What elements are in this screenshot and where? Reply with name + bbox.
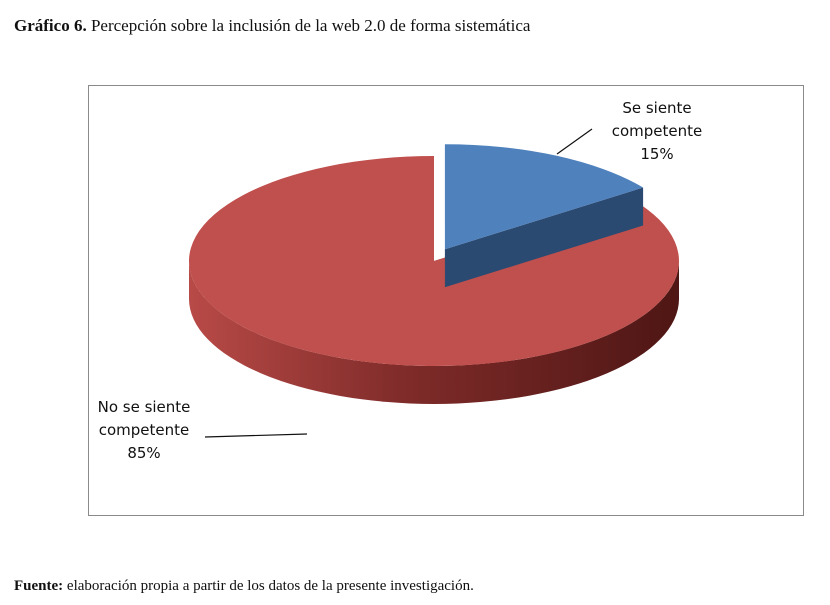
chart-caption: Gráfico 6. Percepción sobre la inclusión… — [14, 16, 530, 36]
label-no-se-siente-competente: No se siente competente 85% — [98, 398, 191, 462]
pie-chart: Se siente competente 15% No se siente compet… — [98, 99, 703, 462]
caption-number: Gráfico 6. — [14, 16, 87, 35]
pie-slice-cut-face — [444, 187, 644, 288]
source-text: elaboración propia a partir de los datos… — [63, 578, 474, 594]
leader-line-competente — [556, 128, 593, 155]
chart-frame: Se siente competente 15% No se siente compet… — [88, 85, 804, 516]
pie-slice-top — [188, 156, 679, 366]
leader-line-no-competente — [204, 433, 308, 438]
pie-slice-side — [189, 261, 679, 404]
source-label: Fuente: — [14, 578, 64, 594]
pie-slice-competente — [444, 144, 644, 288]
label-se-siente-competente: Se siente competente 15% — [612, 99, 703, 163]
pie-slice-top — [444, 144, 644, 250]
source-note: Fuente: elaboración propia a partir de l… — [14, 578, 474, 595]
caption-text: Percepción sobre la inclusión de la web … — [86, 16, 531, 35]
